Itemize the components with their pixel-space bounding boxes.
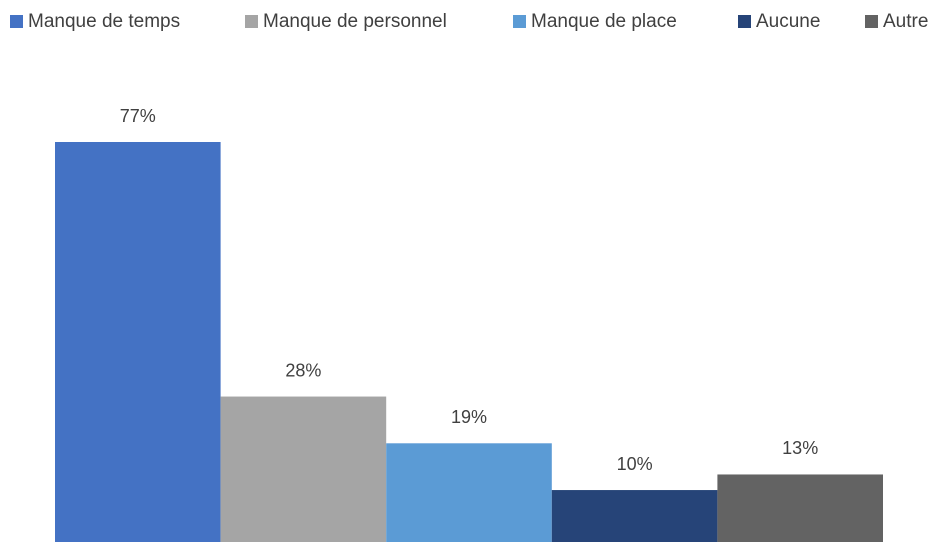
legend-swatch xyxy=(865,15,878,28)
legend-text: Manque de personnel xyxy=(263,11,447,32)
legend-text: Manque de place xyxy=(531,11,677,32)
legend-swatch xyxy=(513,15,526,28)
bar xyxy=(717,474,883,542)
value-label: 13% xyxy=(782,438,818,458)
value-label: 28% xyxy=(285,360,321,380)
bar xyxy=(551,490,718,542)
bar xyxy=(220,396,387,542)
legend-swatch xyxy=(738,15,751,28)
bar xyxy=(386,443,552,542)
legend-swatch xyxy=(10,15,23,28)
legend-text: Manque de temps xyxy=(28,11,180,32)
legend-text: Aucune xyxy=(756,11,820,32)
value-label: 10% xyxy=(617,454,653,474)
value-label: 77% xyxy=(120,106,156,126)
bar xyxy=(55,142,221,542)
legend-swatch xyxy=(245,15,258,28)
legend-text: Autre xyxy=(883,11,928,32)
value-label: 19% xyxy=(451,407,487,427)
